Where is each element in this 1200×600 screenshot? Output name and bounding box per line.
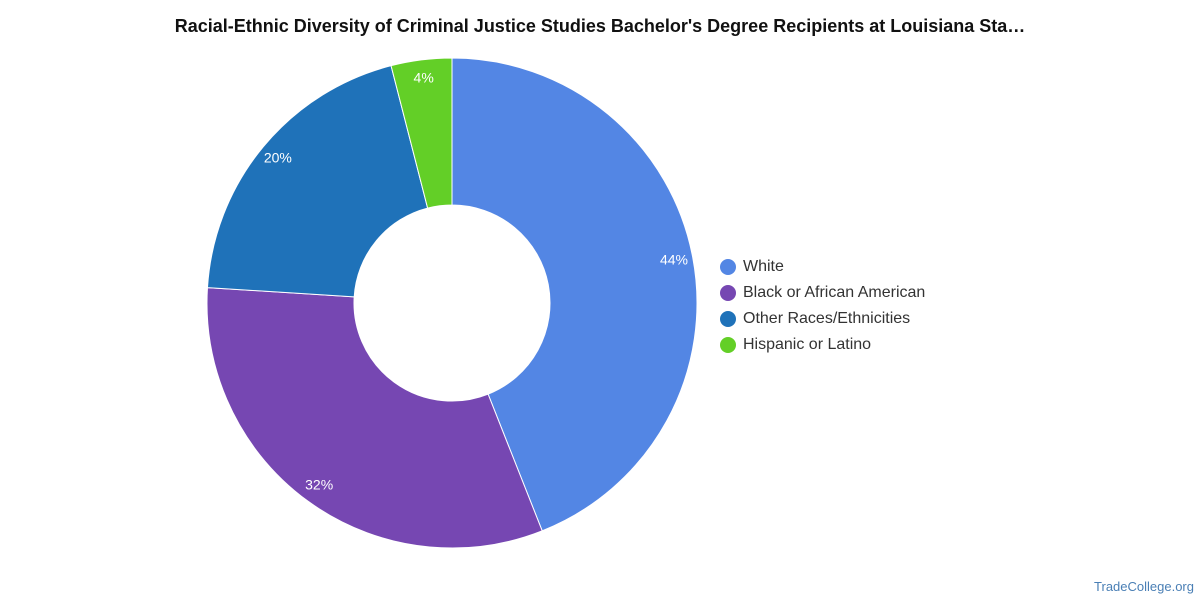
legend-swatch-black-or-african-american: [720, 285, 736, 301]
legend-label-black-or-african-american: Black or African American: [743, 284, 926, 301]
slice-black-or-african-american[interactable]: [206, 287, 543, 549]
legend-item-hispanic-or-latino[interactable]: Hispanic or Latino: [720, 332, 925, 358]
source-watermark[interactable]: TradeCollege.org: [1094, 579, 1194, 594]
legend-item-white[interactable]: White: [720, 254, 925, 280]
chart-title: Racial-Ethnic Diversity of Criminal Just…: [174, 16, 1026, 36]
chart-legend: White Black or African American Other Ra…: [720, 254, 925, 358]
legend-swatch-white: [720, 259, 736, 275]
legend-label-white: White: [743, 258, 784, 275]
legend-label-hispanic-or-latino: Hispanic or Latino: [743, 336, 872, 353]
slice-label-hispanic-or-latino: 4%: [414, 69, 434, 85]
slice-other-races-ethnicities[interactable]: [206, 65, 429, 298]
legend-item-other-races[interactable]: Other Races/Ethnicities: [720, 306, 925, 332]
slice-hispanic-or-latino[interactable]: [390, 57, 453, 209]
legend-label-other-races: Other Races/Ethnicities: [743, 310, 911, 327]
legend-item-black-or-african-american[interactable]: Black or African American: [720, 280, 925, 306]
legend-swatch-other-races: [720, 311, 736, 327]
slice-label-other-races-ethnicities: 20%: [264, 150, 292, 166]
slice-white[interactable]: [451, 57, 698, 532]
legend-swatch-hispanic-or-latino: [720, 337, 736, 353]
slice-label-white: 44%: [660, 251, 688, 267]
slice-label-black-or-african-american: 32%: [305, 477, 333, 493]
